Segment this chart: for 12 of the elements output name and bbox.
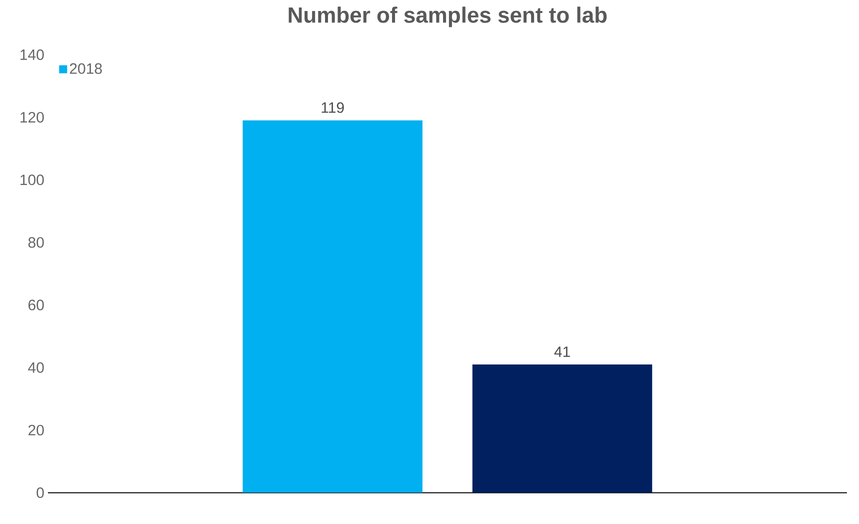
chart-title: Number of samples sent to lab bbox=[288, 6, 607, 28]
legend-label: 2018 bbox=[70, 63, 102, 74]
data-label: 119 bbox=[322, 102, 344, 113]
y-tick-label: 40 bbox=[28, 362, 44, 373]
data-label: 41 bbox=[554, 346, 570, 357]
y-tick-label: 20 bbox=[28, 424, 44, 436]
y-tick-label: 120 bbox=[20, 112, 44, 123]
y-tick-label: 0 bbox=[36, 487, 44, 498]
y-tick-label: 140 bbox=[20, 49, 44, 60]
y-tick-label: 80 bbox=[28, 237, 44, 248]
y-tick-label: 60 bbox=[28, 300, 44, 310]
y-tick-label: 100 bbox=[20, 174, 44, 186]
